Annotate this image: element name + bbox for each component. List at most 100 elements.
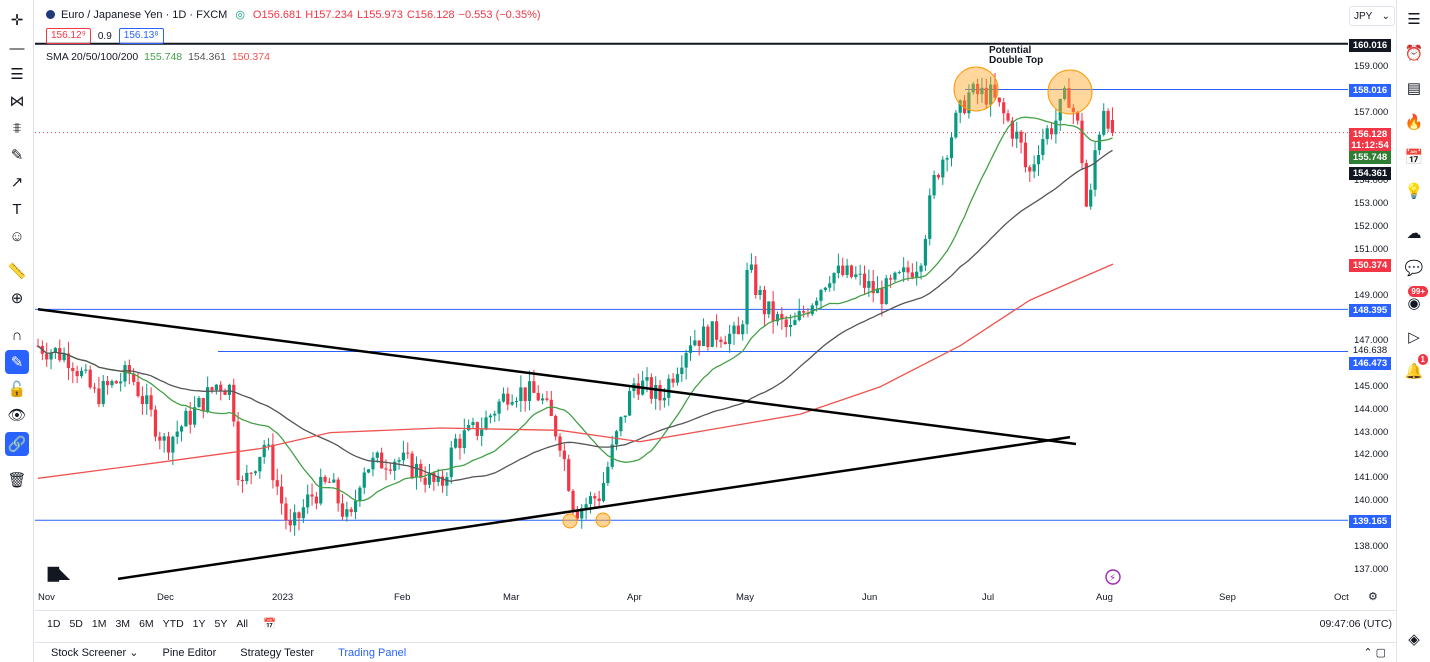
symbol-title[interactable]: Euro / Japanese Yen · 1D · FXCM — [61, 8, 228, 21]
candle-body — [710, 321, 714, 347]
candle-body — [301, 507, 305, 519]
range-bar: 1D 5D 1M 3M 6M YTD 1Y 5Y All 📅 09:47:06 … — [35, 610, 1396, 636]
alarm-clock-icon[interactable]: ⏰ — [1404, 45, 1424, 62]
tab-trading-panel[interactable]: Trading Panel — [338, 646, 407, 659]
fib-icon[interactable]: ☰ — [10, 65, 24, 83]
ruler-icon[interactable]: 📏 — [7, 262, 27, 280]
candle-body — [119, 381, 123, 384]
range-1d[interactable]: 1D — [47, 617, 61, 630]
candle-body — [75, 371, 79, 377]
data-window-icon[interactable]: ▤ — [1406, 80, 1422, 97]
candle-body — [340, 503, 345, 517]
candle-body — [719, 339, 723, 342]
candle-body — [1097, 134, 1101, 151]
buy-button[interactable]: 156.13⁸ — [118, 28, 164, 44]
candle-body — [310, 494, 314, 497]
play-icon[interactable]: ▷ — [1408, 329, 1420, 346]
candle-body — [440, 476, 445, 486]
tab-strategy-tester[interactable]: Strategy Tester — [240, 646, 315, 659]
candle-body — [671, 378, 675, 383]
chart-area[interactable]: ▇◣ ⚡ — [35, 0, 1396, 610]
zoom-icon[interactable]: ⊕ — [10, 289, 24, 307]
level-146b-tag: 146.473 — [1349, 357, 1391, 370]
candle-body — [858, 273, 862, 275]
price-tick: 151.000 — [1354, 243, 1389, 255]
time-tick: Oct — [1334, 592, 1349, 603]
hotlist-icon[interactable]: 🔥 — [1404, 114, 1424, 131]
candle-body — [384, 468, 388, 470]
brush-icon[interactable]: ✎ — [10, 146, 24, 164]
double-top-annotation[interactable]: Potential Double Top — [989, 46, 1043, 66]
streams-icon[interactable]: ◉ 99+ — [1403, 286, 1428, 314]
candle-body — [523, 387, 527, 402]
candle-body — [71, 367, 75, 372]
notifications-bell-icon[interactable]: 🔔 1 — [1403, 354, 1428, 382]
price-tick: 149.000 — [1354, 289, 1389, 301]
candle-body — [206, 387, 210, 412]
ideas-bulb-icon[interactable]: 💡 — [1404, 183, 1424, 200]
pattern-icon[interactable]: ⋈ — [9, 92, 25, 110]
range-all[interactable]: All — [236, 617, 249, 630]
candle-body — [575, 510, 579, 519]
price-tick: 144.000 — [1354, 403, 1389, 415]
text-icon[interactable]: T — [12, 200, 22, 218]
candle-body — [784, 319, 788, 328]
candle-body — [197, 398, 201, 408]
range-5d[interactable]: 5D — [69, 617, 83, 630]
calendar-icon[interactable]: 📅 — [1404, 149, 1424, 166]
range-3m[interactable]: 3M — [115, 617, 131, 630]
trend-line-icon[interactable]: ― — [9, 39, 25, 57]
layers-icon[interactable]: ◈ — [1408, 631, 1420, 648]
candle-body — [728, 333, 732, 345]
magnet-icon[interactable]: ∩ — [11, 326, 23, 344]
chat-icon[interactable]: 💬 — [1404, 260, 1424, 277]
clock-label[interactable]: 09:47:06 (UTC) — [1319, 617, 1392, 630]
time-tick: Jul — [982, 592, 995, 603]
axis-settings-icon[interactable]: ⚙ — [1368, 591, 1378, 603]
emoji-icon[interactable]: ☺ — [9, 227, 25, 245]
ohlc-open: O156.681 — [252, 8, 302, 21]
lock-icon[interactable]: 🔓 — [7, 380, 27, 398]
candle-body — [519, 387, 523, 402]
price-chart[interactable]: ▇◣ ⚡ — [35, 0, 1396, 610]
range-ytd[interactable]: YTD — [162, 617, 184, 630]
sell-button[interactable]: 156.12⁹ — [46, 28, 91, 44]
candle-body — [432, 472, 436, 482]
link-icon[interactable]: 🔗 — [5, 432, 29, 456]
stay-drawing-icon[interactable]: ✎ — [5, 350, 29, 374]
range-1m[interactable]: 1M — [91, 617, 107, 630]
candle-body — [49, 352, 53, 360]
candle-body — [997, 97, 1001, 103]
candle-body — [736, 325, 740, 335]
cloud-icon[interactable]: ☁ — [1406, 225, 1422, 242]
range-6m[interactable]: 6M — [139, 617, 154, 630]
watchlist-icon[interactable]: ☰ — [1407, 11, 1421, 28]
range-5y[interactable]: 5Y — [214, 617, 228, 630]
symbol-legend: Euro / Japanese Yen · 1D · FXCM ◎ O156.6… — [46, 8, 541, 21]
currency-select[interactable]: JPY ⌄ — [1349, 6, 1395, 26]
candle-body — [836, 265, 840, 274]
bar-countdown-tag: 11:12:54 — [1349, 139, 1391, 152]
crosshair-icon[interactable]: ✛ — [10, 11, 24, 29]
price-tick: 141.000 — [1354, 472, 1389, 484]
tab-stock-screener[interactable]: Stock Screener ⌄ — [51, 647, 139, 659]
eye-icon[interactable]: 👁 — [7, 406, 27, 424]
forecast-icon[interactable]: ⩨ — [12, 119, 22, 137]
sma-legend[interactable]: SMA 20/50/100/200 155.748 154.361 150.37… — [46, 51, 270, 63]
candle-body — [62, 353, 66, 361]
arrow-draw-icon[interactable]: ↗ — [10, 173, 24, 191]
goto-date-icon[interactable]: 📅 — [263, 618, 277, 630]
candle-body — [762, 289, 767, 315]
candle-body — [788, 324, 793, 328]
level-160-tag: 160.016 — [1349, 39, 1391, 52]
tab-pine-editor[interactable]: Pine Editor — [162, 646, 217, 659]
trade-buttons: 156.12⁹ 0.9 156.13⁸ — [46, 28, 164, 44]
close-price-tag: 156.128 — [1349, 128, 1391, 141]
trash-icon[interactable]: 🗑 — [7, 471, 27, 489]
collapse-panel-icon[interactable]: ⌃ ▢ — [1363, 647, 1386, 659]
range-1y[interactable]: 1Y — [192, 617, 206, 630]
candle-body — [1058, 98, 1062, 121]
candle-body — [1002, 102, 1006, 114]
candle-body — [510, 402, 514, 405]
sma-label: SMA 20/50/100/200 — [46, 51, 139, 63]
